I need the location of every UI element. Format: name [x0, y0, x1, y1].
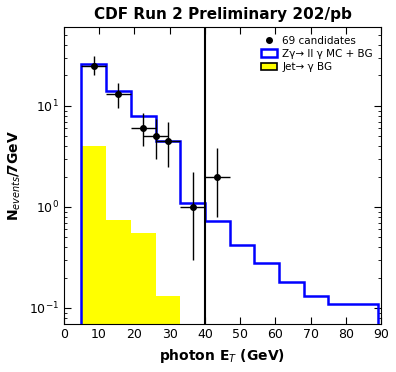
Y-axis label: N$_{events}$/7GeV: N$_{events}$/7GeV — [7, 130, 23, 221]
Legend: 69 candidates, Zγ→ ll γ MC + BG, Jet→ γ BG: 69 candidates, Zγ→ ll γ MC + BG, Jet→ γ … — [258, 32, 376, 75]
Title: CDF Run 2 Preliminary 202/pb: CDF Run 2 Preliminary 202/pb — [93, 7, 351, 22]
X-axis label: photon E$_{T}$ (GeV): photon E$_{T}$ (GeV) — [160, 347, 286, 365]
